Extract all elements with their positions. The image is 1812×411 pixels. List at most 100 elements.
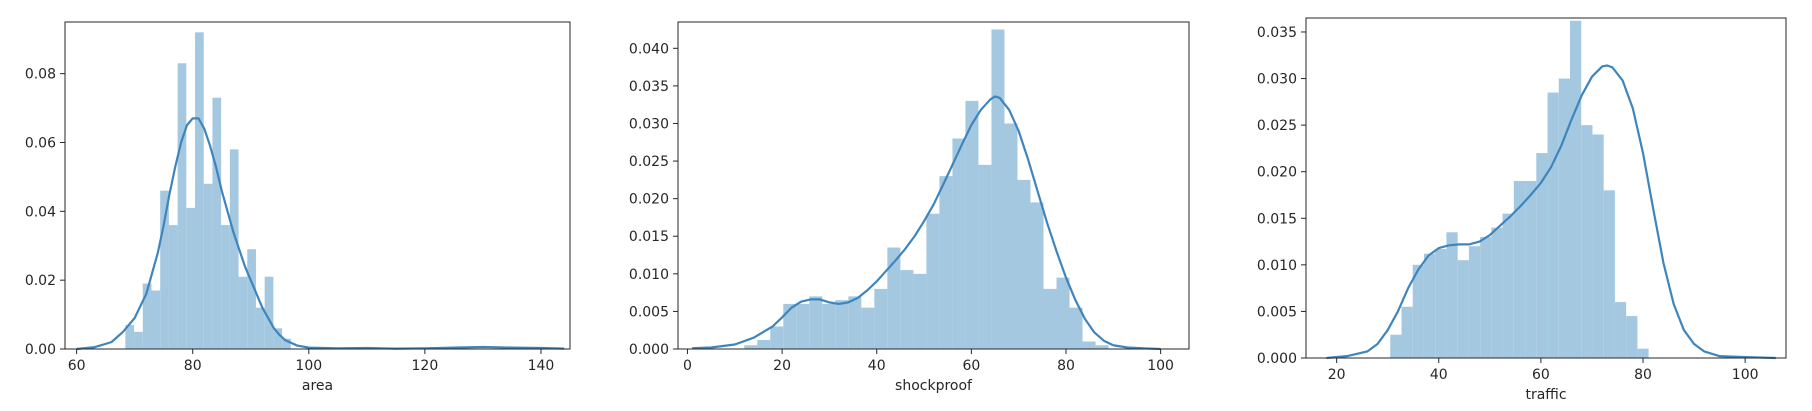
histogram-bar: [1082, 341, 1096, 349]
x-tick-label: 60: [1532, 367, 1550, 383]
histogram-bar: [952, 138, 966, 349]
histogram-bar: [1095, 345, 1109, 349]
histogram-bar: [939, 176, 953, 349]
histogram-bar: [1581, 125, 1593, 358]
x-tick-label: 100: [295, 358, 322, 374]
histogram-bar: [238, 276, 248, 349]
histogram-bar: [221, 225, 230, 349]
histogram-bar: [134, 331, 143, 349]
histogram-bar: [142, 283, 152, 349]
histogram-bar: [1637, 348, 1649, 358]
histogram-shockproof: 0 20 40 60 80 100 0.000 0.005 0.010 0.015 0.020 0.0…: [629, 21, 1190, 394]
histogram-bar: [1614, 302, 1627, 358]
histogram-bar: [247, 249, 256, 349]
histogram-bar: [1030, 202, 1044, 349]
y-tick-label: 0.04: [25, 204, 56, 220]
x-tick-label: 120: [412, 358, 439, 374]
histogram-bar: [1491, 227, 1503, 358]
y-tick-label: 0.08: [25, 67, 56, 83]
y-tick-label: 0.040: [629, 41, 669, 57]
kde-line: [76, 117, 565, 351]
histogram-bar: [1480, 236, 1492, 358]
histogram-traffic: 20 40 60 80 100 0.000 0.005 0.010 0.015 0.020 0.02…: [1257, 17, 1787, 403]
y-tick-label: 0.000: [1257, 351, 1297, 367]
histogram-bar: [212, 97, 222, 349]
y-tick-label: 0.030: [1257, 72, 1297, 88]
y-tick-label: 0.000: [629, 342, 669, 358]
histogram-bar: [1056, 277, 1070, 349]
x-tick-label: 0: [683, 358, 692, 374]
x-tick-label: 60: [68, 358, 86, 374]
axes-frame: [64, 21, 571, 350]
histogram-bar: [1004, 123, 1018, 349]
histogram-bar: [1069, 307, 1083, 349]
histogram-bar: [195, 32, 204, 349]
y-tick-label: 0.035: [1257, 25, 1297, 41]
histogram-bar: [744, 345, 758, 349]
histogram-bar: [186, 207, 196, 349]
histogram-bar: [151, 290, 161, 349]
histogram-bar: [874, 288, 888, 349]
histogram-bar: [1468, 246, 1481, 358]
x-tick-label: 80: [184, 358, 202, 374]
y-tick-label: 0.00: [25, 342, 56, 358]
y-tick-label: 0.015: [629, 229, 669, 245]
x-tick-label: 100: [1732, 367, 1759, 383]
y-tick-label: 0.010: [1257, 258, 1297, 274]
histogram-bar: [1570, 20, 1582, 358]
histogram-bar: [1446, 232, 1458, 358]
histogram-bar: [887, 247, 901, 349]
x-tick-label: 60: [962, 358, 980, 374]
histogram-bar: [282, 338, 291, 349]
histogram-bar: [203, 183, 213, 349]
histogram-bar: [861, 307, 875, 349]
x-tick-label: 40: [1430, 367, 1448, 383]
y-tick-label: 0.010: [629, 267, 669, 283]
x-tick-label: 20: [773, 358, 791, 374]
kde-line: [692, 95, 1161, 351]
histogram-bar: [822, 303, 836, 349]
x-axis-label-area: area: [302, 378, 333, 394]
y-tick-label: 0.005: [1257, 304, 1297, 320]
histogram-bar: [796, 303, 810, 349]
histogram-bar: [1592, 134, 1604, 358]
histogram-bar: [273, 328, 283, 349]
axes-frame: [677, 21, 1190, 350]
histogram-bar: [1603, 190, 1615, 358]
histogram-bar: [900, 270, 914, 349]
y-tick-label: 0.005: [629, 304, 669, 320]
kde-line: [1326, 64, 1776, 360]
histogram-bar: [229, 149, 239, 349]
histogram-bar: [913, 273, 927, 349]
histogram-bar: [965, 100, 979, 350]
x-tick-label: 20: [1328, 367, 1346, 383]
histogram-bar: [1390, 334, 1402, 358]
histogram-bar: [835, 300, 849, 349]
histogram-area: 60 80 100 120 140 0.00 0.02 0.04 0.06 0.08 area: [25, 21, 571, 394]
histogram-bar: [1536, 153, 1548, 358]
histogram-bar: [809, 296, 823, 349]
histogram-bar: [757, 339, 771, 349]
histogram-bar: [255, 307, 265, 349]
histogram-bar: [1626, 316, 1638, 358]
histogram-bar: [1423, 253, 1436, 358]
histogram-bar: [160, 190, 169, 349]
x-axis-label-traffic: traffic: [1525, 387, 1566, 403]
y-tick-label: 0.025: [1257, 118, 1297, 134]
y-tick-label: 0.025: [629, 154, 669, 170]
histogram-bar: [926, 213, 940, 349]
histogram-bar: [978, 164, 992, 349]
histogram-bar: [125, 324, 135, 349]
histogram-bar: [1401, 306, 1413, 358]
histogram-bar: [1017, 179, 1031, 349]
histogram-bar: [991, 29, 1005, 349]
x-tick-label: 100: [1147, 358, 1174, 374]
x-tick-label: 140: [528, 358, 555, 374]
histogram-bar: [168, 225, 178, 349]
y-tick-label: 0.035: [629, 79, 669, 95]
histogram-bar: [783, 303, 797, 349]
histogram-bar: [1043, 288, 1057, 349]
histogram-bar: [264, 276, 274, 349]
histogram-bar: [770, 326, 784, 349]
